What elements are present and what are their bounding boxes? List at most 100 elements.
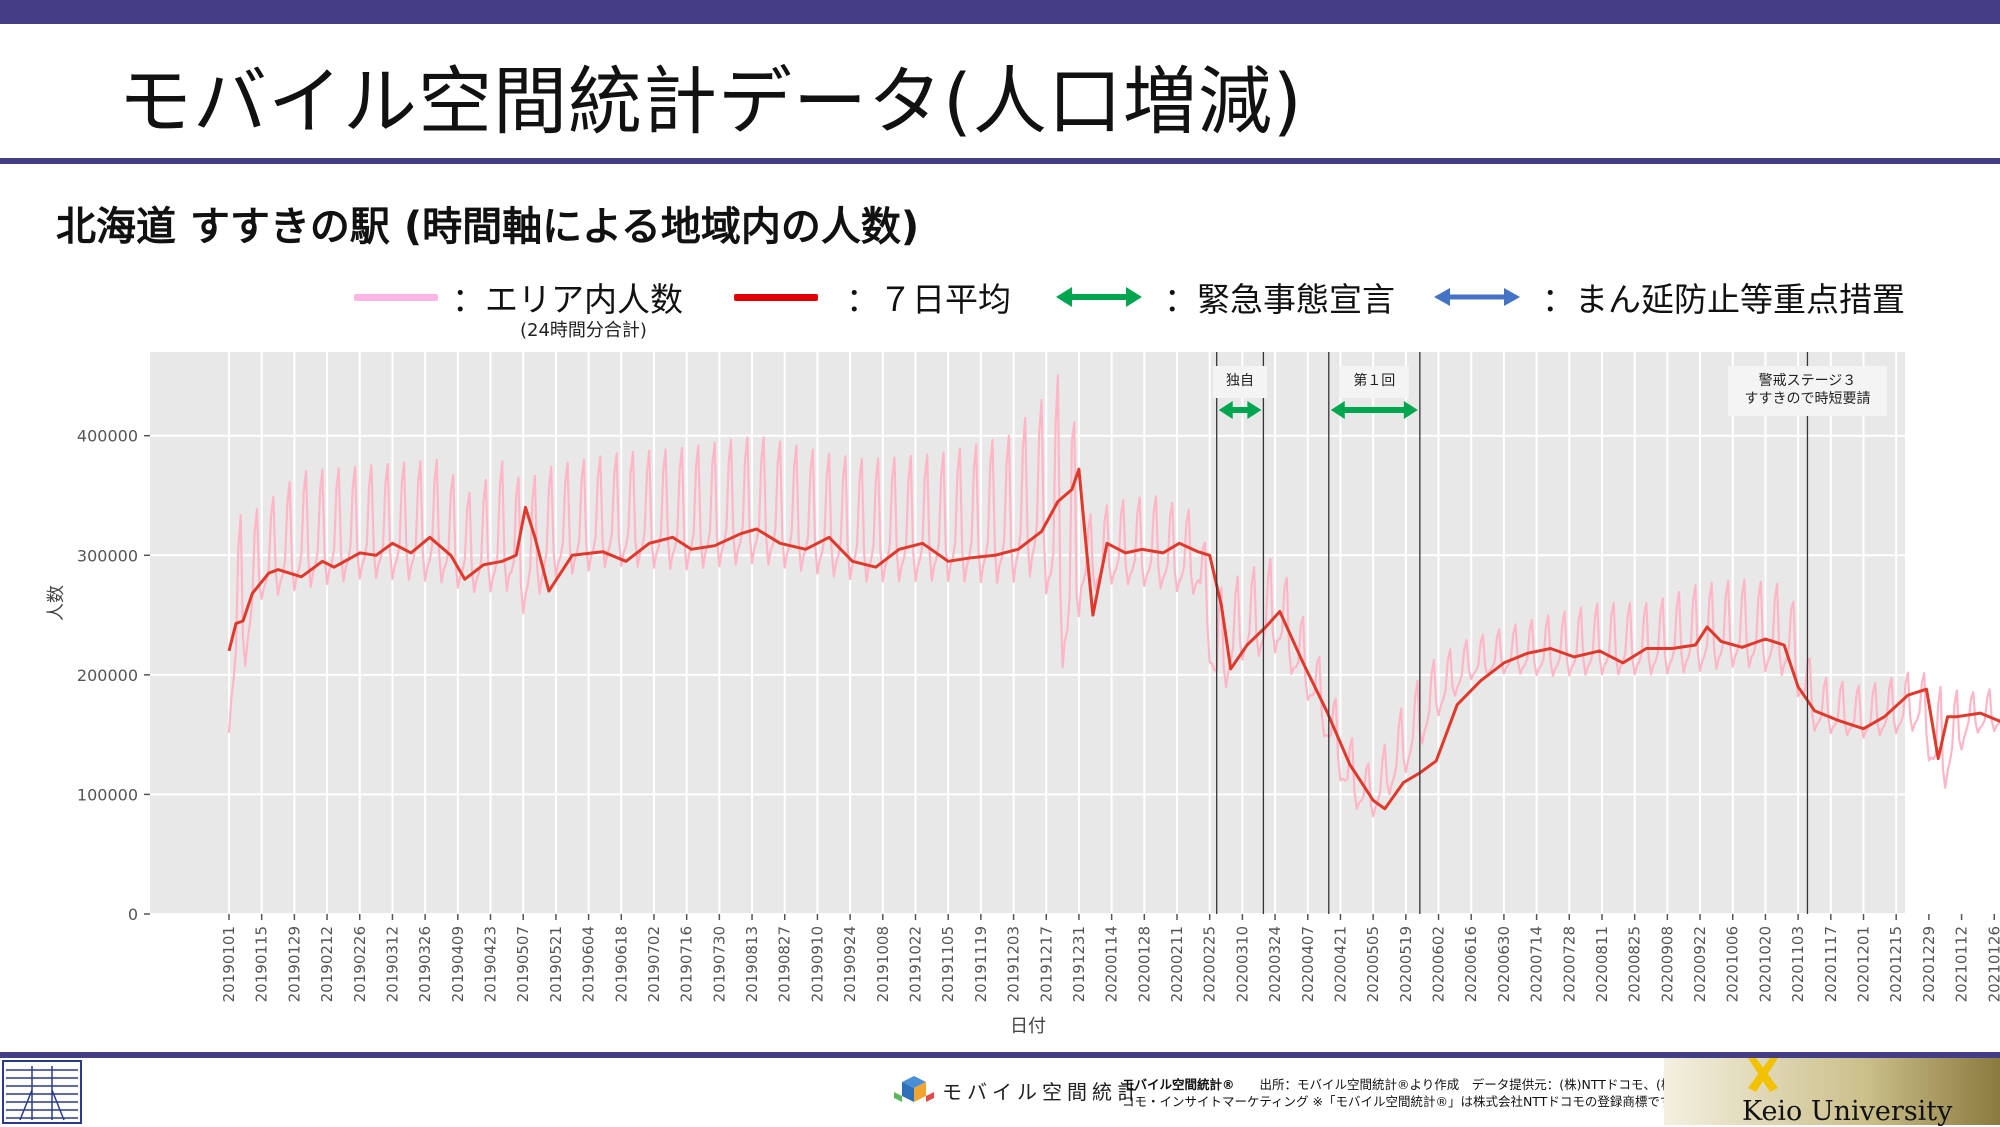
top-bar [0, 0, 2000, 24]
x-tick-label: 20190212 [318, 926, 336, 1002]
x-tick-label: 20190604 [580, 926, 598, 1002]
chart-legend: ：エリア内人数 ：７日平均 ：緊急事態宣言 ：まん延防止等重点措置 [0, 272, 2000, 342]
legend-label-area-count: ：エリア内人数 [452, 280, 683, 319]
event-label: 警戒ステージ３ [1759, 373, 1857, 389]
x-tick-label: 20201229 [1920, 926, 1938, 1002]
event-arrowhead [1330, 401, 1345, 419]
double-arrow-green-icon [1056, 287, 1142, 307]
legend-item-area-count: ：エリア内人数 [354, 272, 683, 322]
x-tick-label: 20191022 [906, 926, 924, 1002]
x-tick-label: 20200602 [1430, 926, 1448, 1002]
x-tick-label: 20190409 [449, 926, 467, 1002]
x-tick-label: 20190521 [547, 926, 565, 1002]
footer-divider [0, 1052, 2000, 1058]
x-tick-label: 20200616 [1462, 926, 1480, 1002]
x-tick-label: 20201201 [1855, 926, 1873, 1002]
x-tick-label: 20190618 [612, 926, 630, 1002]
x-tick-label: 20201020 [1756, 926, 1774, 1002]
x-tick-label: 20190312 [383, 926, 401, 1002]
x-tick-label: 20190129 [285, 926, 303, 1002]
x-tick-label: 20190326 [416, 926, 434, 1002]
footer: モバイル空間統計 モバイル空間統計® 出所：モバイル空間統計®より作成 データ提… [0, 1058, 2000, 1127]
chart-subtitle: 北海道 すすきの駅 (時間軸による地域内の人数) [56, 204, 920, 250]
x-tick-label: 20201215 [1887, 926, 1905, 1002]
x-tick-label: 20190702 [645, 926, 663, 1002]
x-tick-label: 20191203 [1005, 926, 1023, 1002]
event-label: 第１回 [1353, 372, 1395, 389]
event-label-box [1213, 366, 1268, 398]
x-tick-label: 20200908 [1658, 926, 1676, 1002]
x-tick-label: 20200505 [1364, 926, 1382, 1002]
x-tick-label: 20190813 [743, 926, 761, 1002]
y-tick-label: 0 [128, 905, 138, 924]
chart-area: 0 100000 200000 300000 400000 独自 第１回 警戒ステージ３ すすき… [0, 340, 2000, 1040]
x-tick-label: 20200114 [1103, 926, 1121, 1002]
keio-pen-emblem-icon [1748, 1058, 1778, 1092]
x-tick-label: 20200225 [1201, 926, 1219, 1002]
credit-line-2: コモ・インサイトマーケティング ※「モバイル空間統計®」は株式会社NTTドコモの… [1122, 1094, 1684, 1109]
x-tick-label: 20200421 [1331, 926, 1349, 1002]
x-tick-label: 20190924 [841, 926, 859, 1002]
y-tick-label: 400000 [77, 427, 138, 446]
x-tick-label: 20191217 [1037, 926, 1055, 1002]
event-label: 独自 [1226, 373, 1254, 389]
x-tick-label: 20210112 [1953, 926, 1971, 1002]
page-title: モバイル空間統計データ(人口増減) [118, 59, 1303, 145]
x-tick-label: 20190423 [482, 926, 500, 1002]
legend-label-7day-average: ：７日平均 [846, 280, 1011, 319]
university-name: Keio University [1742, 1096, 1953, 1127]
x-tick-label: 20200811 [1593, 926, 1611, 1002]
data-credit: モバイル空間統計® 出所：モバイル空間統計®より作成 データ提供元：(株)NTT… [1122, 1076, 1691, 1110]
x-tick-label: 20200630 [1495, 926, 1513, 1002]
x-tick-label: 20200407 [1299, 926, 1317, 1002]
x-tick-label: 20191119 [972, 926, 990, 1002]
event-label-box [1727, 366, 1887, 416]
x-tick-label: 20210126 [1985, 926, 2000, 1002]
x-tick-label: 20200128 [1135, 926, 1153, 1002]
legend-item-7day-average: ：７日平均 [734, 272, 1011, 322]
event-arrowhead [1218, 401, 1233, 419]
x-tick-label: 20190101 [220, 926, 238, 1002]
x-axis-title: 日付 [1010, 1016, 1046, 1037]
legend-swatch-area-count [354, 293, 438, 301]
legend-item-emergency: ：緊急事態宣言 [1056, 272, 1395, 322]
x-tick-label: 20191008 [874, 926, 892, 1002]
event-arrowhead [1247, 401, 1262, 419]
y-tick-label: 100000 [77, 785, 138, 804]
legend-label-emergency: ：緊急事態宣言 [1164, 280, 1395, 319]
mobile-spatial-statistics-logo: モバイル空間統計 [892, 1074, 1142, 1106]
x-tick-label: 20201006 [1724, 926, 1742, 1002]
x-tick-label: 20190226 [351, 926, 369, 1002]
x-tick-label: 20190507 [514, 926, 532, 1002]
population-chart: 0 100000 200000 300000 400000 独自 第１回 警戒ステージ３ すすき… [46, 352, 2000, 1037]
y-tick-label: 300000 [77, 546, 138, 565]
x-tick-label: 20190910 [808, 926, 826, 1002]
event-label-box [1339, 366, 1409, 398]
x-tick-label: 20190827 [776, 926, 794, 1002]
series-7day-average-line [227, 467, 2000, 811]
x-tick-label: 20201103 [1789, 926, 1807, 1002]
x-tick-label: 20200211 [1168, 926, 1186, 1002]
event-arrowhead [1403, 401, 1418, 419]
x-tick-label: 20200825 [1626, 926, 1644, 1002]
x-tick-label: 20200922 [1691, 926, 1709, 1002]
y-tick-label: 200000 [77, 666, 138, 685]
x-tick-label: 20191105 [939, 926, 957, 1002]
x-tick-label: 20190730 [710, 926, 728, 1002]
plot-panel [150, 352, 1905, 914]
keio-banner: Keio University [1664, 1058, 2000, 1127]
y-axis-title: 人数 [46, 585, 67, 621]
credit-brand: モバイル空間統計® [1122, 1077, 1235, 1092]
mobile-logo-text: モバイル空間統計 [942, 1079, 1142, 1104]
x-tick-label: 20201117 [1822, 926, 1840, 1002]
legend-item-priority-measures: ：まん延防止等重点措置 [1434, 272, 1905, 322]
x-tick-label: 20200324 [1266, 926, 1284, 1002]
x-tick-label: 20190716 [678, 926, 696, 1002]
legend-swatch-7day-average [734, 293, 818, 301]
double-arrow-blue-icon [1434, 288, 1520, 306]
cube-logo-icon [894, 1076, 934, 1102]
legend-note: (24時間分合計) [520, 320, 647, 341]
institute-logo [2, 1060, 82, 1124]
x-tick-label: 20200714 [1528, 926, 1546, 1002]
x-tick-label: 20191231 [1070, 926, 1088, 1002]
